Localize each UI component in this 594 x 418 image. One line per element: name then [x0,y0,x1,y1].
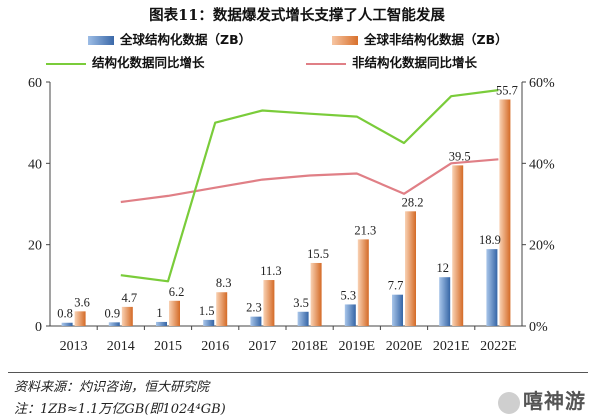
y-tick-label-right: 40% [529,157,555,172]
data-label-structured: 2.3 [246,301,262,315]
source-note: 资料来源：灼识咨询，恒大研究院 [14,380,210,395]
bar-structured [297,311,309,326]
bar-unstructured [169,300,180,326]
legend-item-unstructured-growth: 非结构化数据同比增长 [306,52,477,71]
x-tick-label: 2018E [291,339,328,354]
data-label-unstructured: 3.6 [74,295,90,309]
bar-structured [61,322,73,326]
bar-structured [486,249,498,326]
data-label-unstructured: 28.2 [402,195,424,209]
bar-unstructured [216,292,228,326]
data-label-structured: 5.3 [340,288,356,302]
watermark: 嘻神游 [498,385,586,414]
data-label-unstructured: 39.5 [449,149,471,163]
data-label-unstructured: 15.5 [307,247,329,261]
data-label-structured: 0.9 [104,306,120,320]
bar-unstructured [357,239,369,326]
data-label-unstructured: 4.7 [121,291,137,305]
data-label-structured: 12 [436,261,449,275]
legend-item-structured-growth: 结构化数据同比增长 [46,52,205,71]
legend-label-structured-growth: 结构化数据同比增长 [92,55,205,70]
legend-item-structured: 全球结构化数据（ZB） [88,29,251,48]
data-label-structured: 3.5 [293,296,309,310]
legend-item-unstructured: 全球非结构化数据（ZB） [332,29,508,48]
watermark-text: 嘻神游 [523,389,586,413]
y-tick-label-right: 60% [529,76,555,91]
data-label-unstructured: 8.3 [216,276,232,290]
bar-unstructured [121,306,133,326]
bar-unstructured [74,311,86,326]
bar-unstructured [405,211,416,326]
bar-structured [203,319,215,326]
line-unstructured-growth [120,158,499,204]
bar-structured [344,304,356,326]
y-tick-label-left: 60 [28,76,42,91]
bar-structured [439,277,451,326]
y-tick-label-left: 40 [28,157,42,172]
bar-unstructured [499,99,511,326]
legend-swatch-green [46,62,86,65]
x-tick-label: 2020E [386,339,423,354]
bar-structured [156,321,167,326]
legend-swatch-blue [88,36,114,45]
x-tick-label: 2013 [60,339,88,354]
unit-note: 注：1ZB≈1.1万亿GB(即1024⁴GB) [14,402,226,417]
data-label-structured: 7.7 [388,279,404,293]
x-tick-label: 2017 [248,339,276,354]
bar-unstructured [263,280,275,326]
data-label-structured: 1 [156,306,162,320]
legend-label-unstructured: 全球非结构化数据（ZB） [364,32,508,47]
data-label-unstructured: 21.3 [354,223,376,237]
x-tick-label: 2014 [107,339,135,354]
x-tick-label: 2021E [433,339,470,354]
bar-unstructured [452,165,464,326]
data-label-unstructured: 55.7 [496,83,518,97]
data-label-unstructured: 11.3 [260,264,281,278]
data-label-structured: 18.9 [479,233,501,247]
y-tick-label-left: 20 [28,239,42,254]
data-label-unstructured: 6.2 [169,285,185,299]
x-tick-label: 2015 [154,339,182,354]
legend-label-unstructured-growth: 非结构化数据同比增长 [352,55,478,70]
chart-title: 图表11：数据爆发式增长支撑了人工智能发展 [149,7,445,24]
bar-structured [108,322,120,326]
x-tick-label: 2016 [201,339,229,354]
y-tick-label-right: 0% [529,320,548,335]
bar-structured [392,294,403,326]
legend-label-structured: 全球结构化数据（ZB） [120,32,252,47]
bar-structured [250,316,262,326]
legend-swatch-pink [306,62,346,65]
y-tick-label-left: 0 [35,320,42,335]
bar-unstructured [310,262,322,326]
x-tick-label: 2022E [480,339,517,354]
data-label-structured: 0.8 [57,307,73,321]
line-structured-growth [120,89,499,283]
y-tick-label-right: 20% [529,239,555,254]
watermark-logo-icon [498,391,520,414]
legend-swatch-orange [332,36,358,45]
x-tick-label: 2019E [339,339,376,354]
footer-divider [8,372,588,373]
data-label-structured: 1.5 [199,304,215,318]
